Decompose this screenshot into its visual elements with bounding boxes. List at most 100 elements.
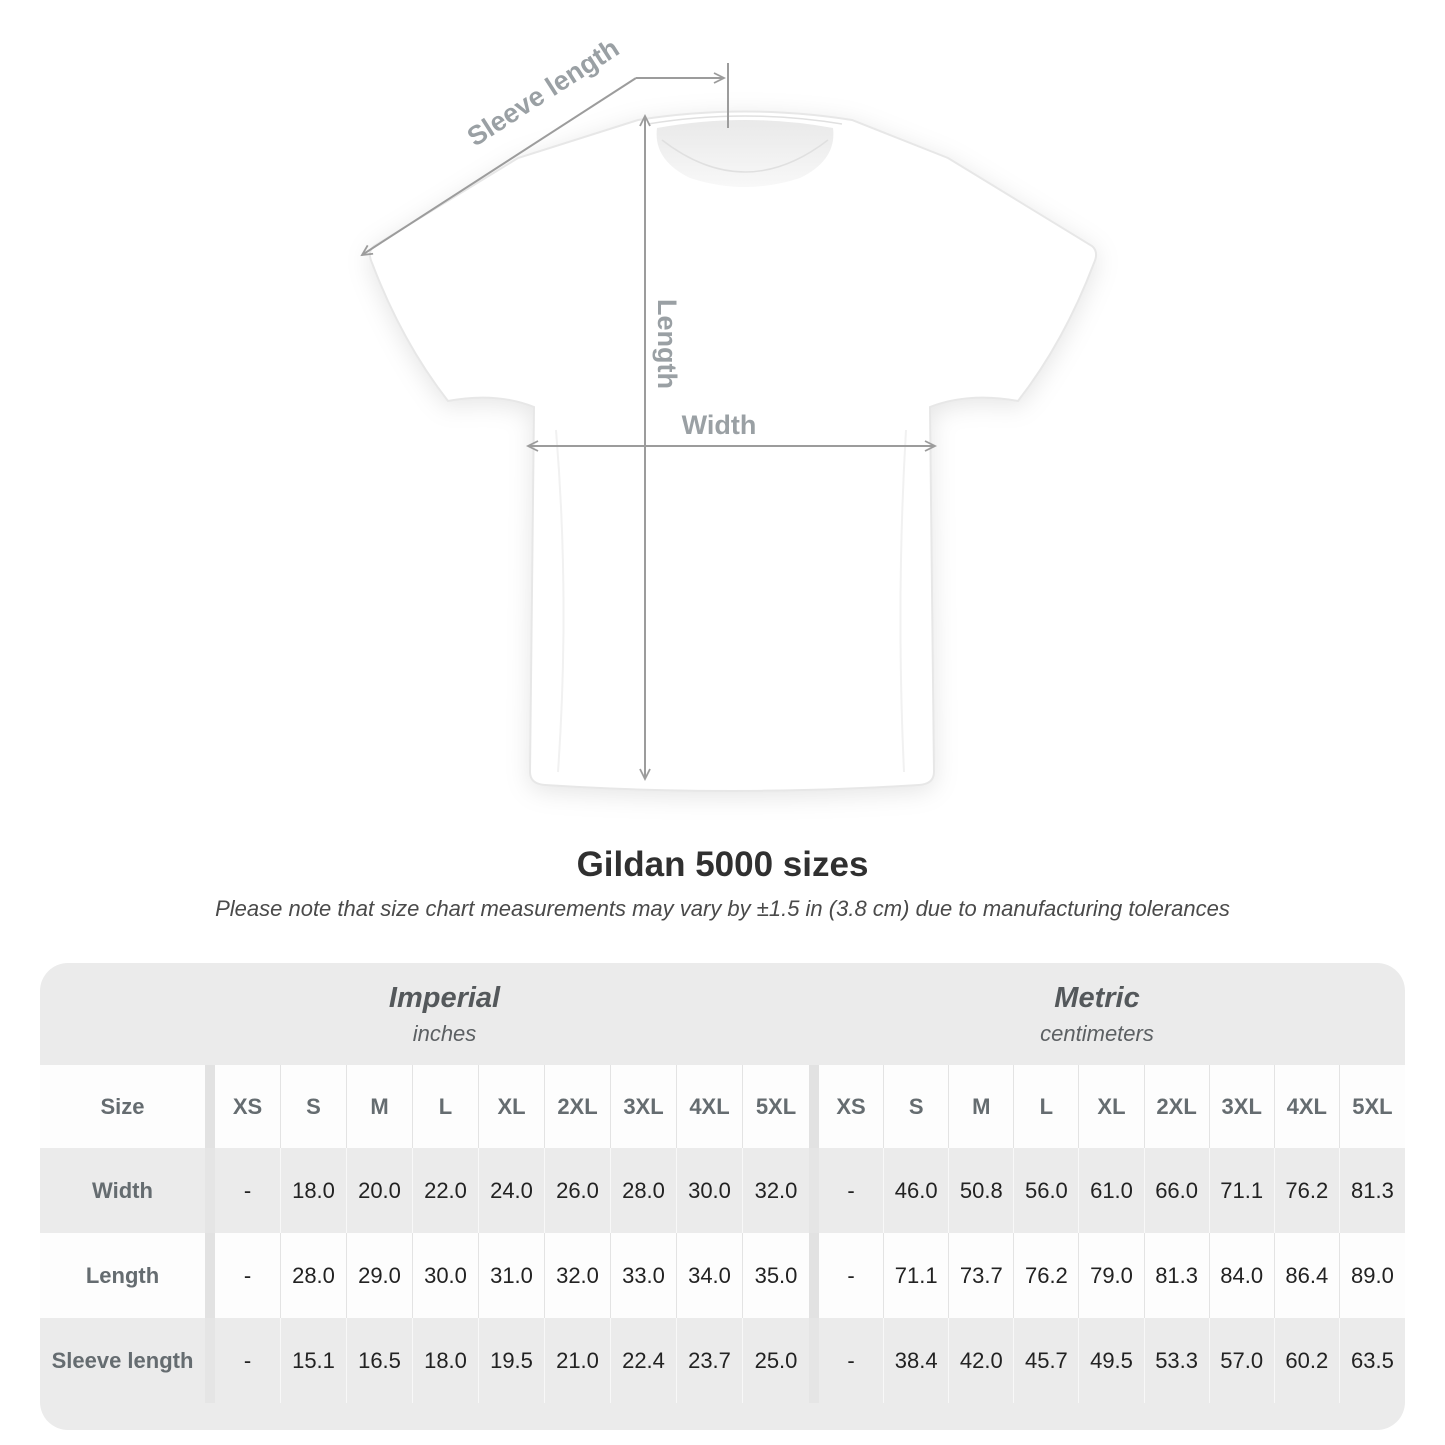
sleeve-imperial-4xl: 23.7: [677, 1318, 743, 1403]
tshirt-collar-seam: [661, 139, 829, 173]
sleeve-metric-xl: 49.5: [1079, 1318, 1145, 1403]
row-label-sleeve-length: Sleeve length: [51, 1347, 194, 1373]
width-metric-m: 50.8: [949, 1148, 1015, 1233]
length-imperial-3xl: 33.0: [611, 1233, 677, 1318]
length-metric-5xl: 89.0: [1351, 1262, 1394, 1288]
tshirt-collar: [647, 115, 843, 125]
sleeve-metric-5xl: 63.5: [1351, 1347, 1394, 1373]
length-imperial-xs: -: [215, 1233, 281, 1318]
width-metric-3xl: 71.1: [1210, 1148, 1275, 1233]
sleeve-metric-m: 42.0: [949, 1318, 1015, 1403]
col-header-metric-5xl: 5XL: [1352, 1093, 1393, 1119]
sleeve-imperial-s: 15.1: [281, 1318, 347, 1403]
length-imperial-l: 30.0: [413, 1233, 479, 1318]
fabric-fold-right: [899, 429, 907, 773]
column-gap: [205, 1148, 215, 1233]
group-gap: [809, 1065, 819, 1148]
fabric-fold-left: [555, 429, 565, 773]
width-imperial-l: 22.0: [413, 1148, 479, 1233]
col-header-metric-xs: XS: [819, 1065, 885, 1148]
imperial-header: Imperial inches: [40, 963, 809, 1065]
unit-header-row: Imperial inches Metric centimeters: [40, 963, 1405, 1065]
sleeve-imperial-5xl: 25.0: [754, 1347, 798, 1373]
width-metric-xs: -: [819, 1148, 885, 1233]
tshirt-outline: [368, 110, 1098, 792]
sleeve-metric-4xl: 60.2: [1275, 1318, 1340, 1403]
length-metric-3xl: 84.0: [1210, 1233, 1275, 1318]
sleeve-length-diagonal-arrow: [360, 77, 637, 257]
col-header-metric-2xl: 2XL: [1145, 1065, 1210, 1148]
metric-header: Metric centimeters: [809, 963, 1405, 1065]
tshirt-neck-opening: [656, 120, 834, 187]
width-imperial-2xl: 26.0: [545, 1148, 611, 1233]
width-imperial-m: 20.0: [347, 1148, 413, 1233]
group-gap: [809, 1318, 819, 1403]
size-corner-label: Size: [100, 1093, 145, 1119]
column-gap: [205, 1065, 215, 1148]
length-metric-2xl: 81.3: [1145, 1233, 1210, 1318]
length-imperial-5xl: 35.0: [754, 1262, 798, 1288]
col-header-metric-l: L: [1014, 1065, 1080, 1148]
table-row-sizes: Size XS S M L XL 2XL 3XL 4XL 5XL XS S M …: [40, 1065, 1405, 1148]
row-label-width: Width: [92, 1177, 153, 1203]
group-gap: [809, 1233, 819, 1318]
col-header-metric-3xl: 3XL: [1210, 1065, 1275, 1148]
page-title: Gildan 5000 sizes: [576, 845, 869, 884]
metric-unit: centimeters: [1040, 1020, 1154, 1046]
sleeve-metric-xs: -: [819, 1318, 885, 1403]
width-imperial-5xl: 32.0: [754, 1177, 798, 1203]
length-imperial-2xl: 32.0: [545, 1233, 611, 1318]
col-header-imperial-2xl: 2XL: [545, 1065, 611, 1148]
sleeve-imperial-xs: -: [215, 1318, 281, 1403]
length-imperial-m: 29.0: [347, 1233, 413, 1318]
length-metric-4xl: 86.4: [1275, 1233, 1340, 1318]
column-gap: [205, 1318, 215, 1403]
width-imperial-xs: -: [215, 1148, 281, 1233]
width-metric-l: 56.0: [1014, 1148, 1080, 1233]
width-metric-2xl: 66.0: [1145, 1148, 1210, 1233]
sleeve-imperial-2xl: 21.0: [545, 1318, 611, 1403]
col-header-metric-xl: XL: [1079, 1065, 1145, 1148]
width-imperial-3xl: 28.0: [611, 1148, 677, 1233]
col-header-metric-s: S: [884, 1065, 950, 1148]
col-header-imperial-xs: XS: [215, 1065, 281, 1148]
sleeve-metric-l: 45.7: [1014, 1318, 1080, 1403]
width-metric-xl: 61.0: [1079, 1148, 1145, 1233]
sleeve-imperial-l: 18.0: [413, 1318, 479, 1403]
sleeve-imperial-xl: 19.5: [479, 1318, 545, 1403]
imperial-unit: inches: [412, 1020, 477, 1046]
col-header-imperial-l: L: [413, 1065, 479, 1148]
length-metric-xs: -: [819, 1233, 885, 1318]
length-label: Length: [652, 299, 682, 389]
col-header-metric-4xl: 4XL: [1275, 1065, 1340, 1148]
width-imperial-s: 18.0: [281, 1148, 347, 1233]
column-gap: [205, 1233, 215, 1318]
page-subtitle: Please note that size chart measurements…: [215, 896, 1230, 921]
length-imperial-s: 28.0: [281, 1233, 347, 1318]
tshirt-measurement-diagram: Sleeve length Length Width: [360, 33, 1098, 792]
imperial-title: Imperial: [388, 981, 501, 1014]
length-imperial-4xl: 34.0: [677, 1233, 743, 1318]
sleeve-metric-s: 38.4: [884, 1318, 950, 1403]
col-header-imperial-4xl: 4XL: [677, 1065, 743, 1148]
col-header-imperial-5xl: 5XL: [755, 1093, 797, 1119]
col-header-imperial-m: M: [347, 1065, 413, 1148]
col-header-imperial-s: S: [281, 1065, 347, 1148]
length-metric-xl: 79.0: [1079, 1233, 1145, 1318]
table-row-length: Length - 28.0 29.0 30.0 31.0 32.0 33.0 3…: [40, 1233, 1405, 1318]
col-header-imperial-xl: XL: [479, 1065, 545, 1148]
sleeve-imperial-m: 16.5: [347, 1318, 413, 1403]
col-header-imperial-3xl: 3XL: [611, 1065, 677, 1148]
length-metric-s: 71.1: [884, 1233, 950, 1318]
width-metric-s: 46.0: [884, 1148, 950, 1233]
metric-title: Metric: [1054, 981, 1140, 1014]
width-imperial-4xl: 30.0: [677, 1148, 743, 1233]
width-metric-5xl: 81.3: [1351, 1177, 1394, 1203]
sleeve-metric-3xl: 57.0: [1210, 1318, 1275, 1403]
table-row-sleeve-length: Sleeve length - 15.1 16.5 18.0 19.5 21.0…: [40, 1318, 1405, 1403]
length-metric-m: 73.7: [949, 1233, 1015, 1318]
width-metric-4xl: 76.2: [1275, 1148, 1340, 1233]
sleeve-imperial-3xl: 22.4: [611, 1318, 677, 1403]
row-label-length: Length: [85, 1262, 160, 1288]
size-table: Imperial inches Metric centimeters Size …: [40, 963, 1405, 1430]
